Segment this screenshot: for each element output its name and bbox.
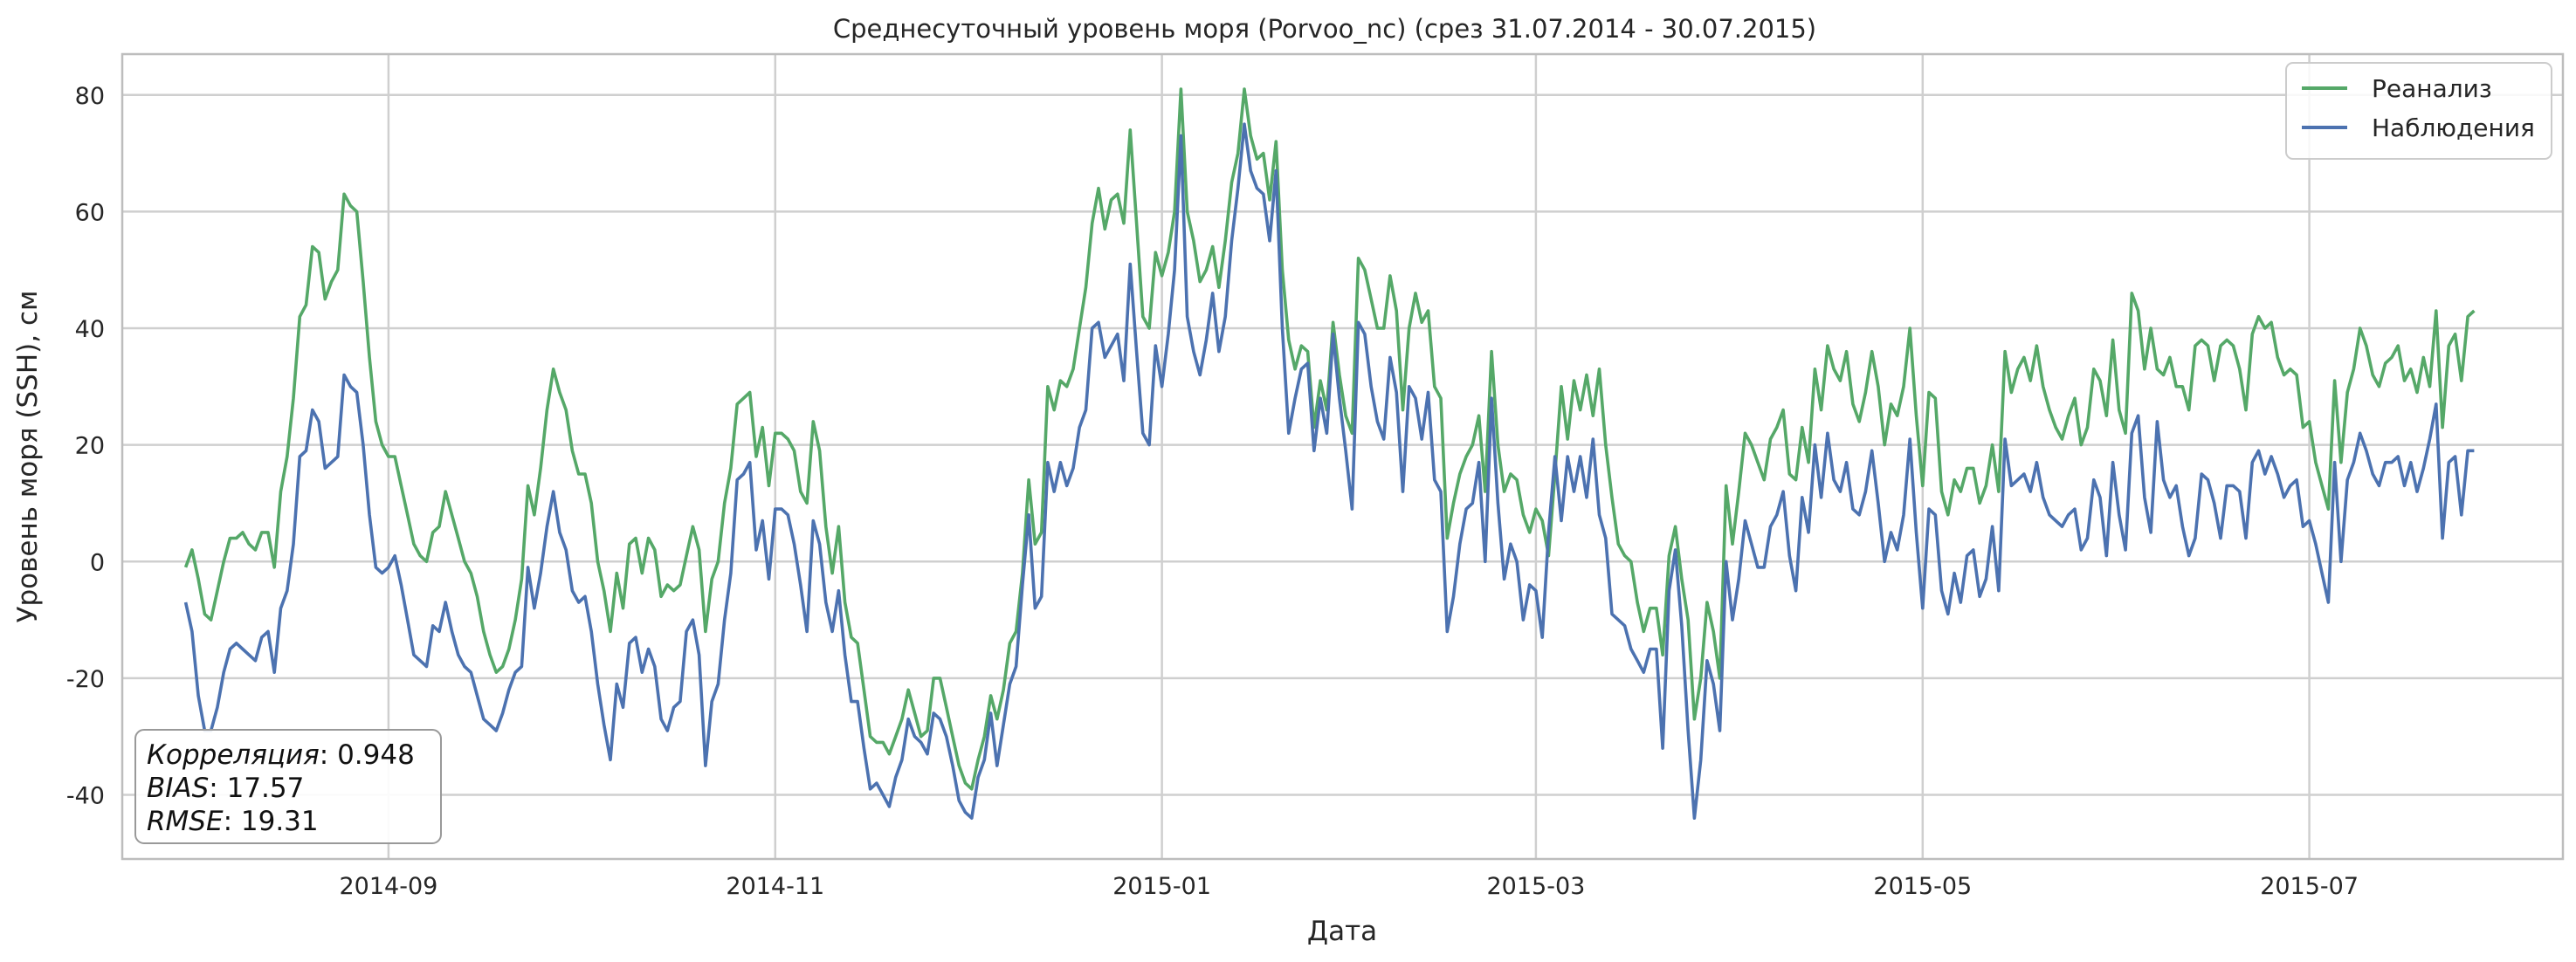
legend: Реанализ Наблюдения [2285, 62, 2552, 160]
x-tick-label: 2015-01 [1112, 873, 1211, 900]
stat-rmse: RMSE: 19.31 [147, 806, 319, 837]
x-tick-label: 2014-11 [726, 873, 824, 900]
x-tick-label: 2015-05 [1873, 873, 1972, 900]
stat-bias-value: 17.57 [227, 773, 305, 804]
stat-correlation-name: Корреляция [147, 739, 320, 771]
lines-layer [183, 87, 2476, 820]
stat-rmse-value: 19.31 [241, 806, 319, 837]
x-tick-label: 2014-09 [339, 873, 437, 900]
legend-label-reanalysis: Реанализ [2372, 74, 2492, 103]
stat-correlation: Корреляция: 0.948 [147, 739, 415, 771]
y-tick-label: 80 [75, 83, 105, 110]
stats-box: Корреляция: 0.948 BIAS: 17.57 RMSE: 19.3… [134, 729, 442, 844]
y-tick-label: 0 [90, 549, 105, 576]
stat-bias: BIAS: 17.57 [147, 773, 304, 804]
x-tick-label: 2015-03 [1486, 873, 1585, 900]
legend-box [2285, 62, 2552, 160]
ticks-layer: -40 -20 0 20 40 60 80 2014-09 2014-11 2015-01 2015… [66, 83, 2359, 900]
stat-bias-name: BIAS [147, 773, 209, 804]
series-line-observations [183, 122, 2475, 820]
y-tick-label: -40 [66, 783, 105, 810]
plot-frame [121, 52, 2565, 861]
y-tick-label: 20 [75, 433, 105, 460]
grid-layer [122, 54, 2563, 859]
y-axis-label: Уровень моря (SSH), см [12, 291, 44, 623]
x-tick-label: 2015-07 [2260, 873, 2359, 900]
stat-rmse-name: RMSE [147, 806, 224, 837]
y-tick-label: 60 [75, 199, 105, 226]
legend-label-observations: Наблюдения [2372, 113, 2535, 142]
y-tick-label: 40 [75, 316, 105, 343]
stat-correlation-value: 0.948 [337, 739, 415, 771]
x-axis-label: Дата [1307, 916, 1377, 947]
stats-box-frame [134, 729, 442, 844]
y-tick-label: -20 [66, 666, 105, 693]
chart-title: Среднесуточный уровень моря (Porvoo_nc) … [833, 14, 1816, 44]
